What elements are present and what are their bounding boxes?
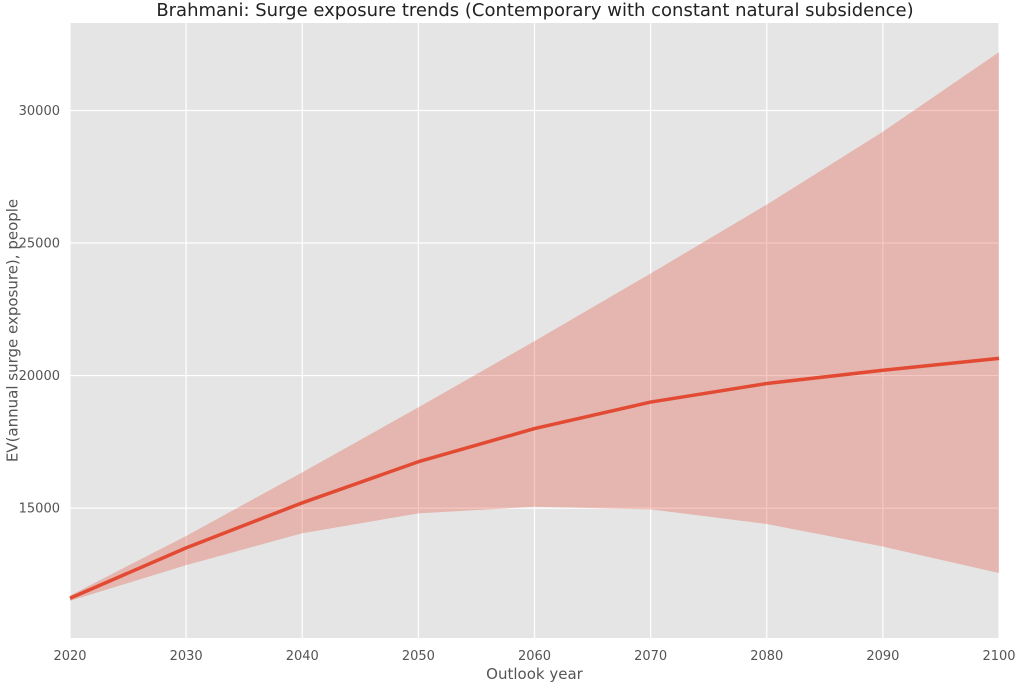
x-tick-label: 2080 xyxy=(750,649,783,664)
x-tick-label: 2100 xyxy=(982,649,1015,664)
confidence-band xyxy=(70,52,999,601)
y-tick-label: 20000 xyxy=(19,369,60,384)
y-axis-title: EV(annual surge exposure), people xyxy=(4,199,22,462)
y-tick-label: 25000 xyxy=(19,237,60,252)
x-tick-label: 2070 xyxy=(634,649,667,664)
chart-title: Brahmani: Surge exposure trends (Contemp… xyxy=(156,0,913,21)
x-axis-ticks: 2020 2030 2040 2050 2060 2070 2080 2090 2100 xyxy=(53,649,1015,664)
x-tick-label: 2090 xyxy=(866,649,899,664)
y-tick-label: 30000 xyxy=(19,104,60,119)
y-tick-label: 15000 xyxy=(19,502,60,517)
series-line xyxy=(69,356,1000,600)
x-tick-label: 2060 xyxy=(518,649,551,664)
x-tick-label: 2030 xyxy=(170,649,203,664)
x-tick-label: 2020 xyxy=(53,649,86,664)
x-axis-title: Outlook year xyxy=(486,665,583,683)
x-tick-label: 2040 xyxy=(286,649,319,664)
y-axis-ticks: 15000 20000 25000 30000 xyxy=(19,104,60,517)
x-tick-label: 2050 xyxy=(402,649,435,664)
